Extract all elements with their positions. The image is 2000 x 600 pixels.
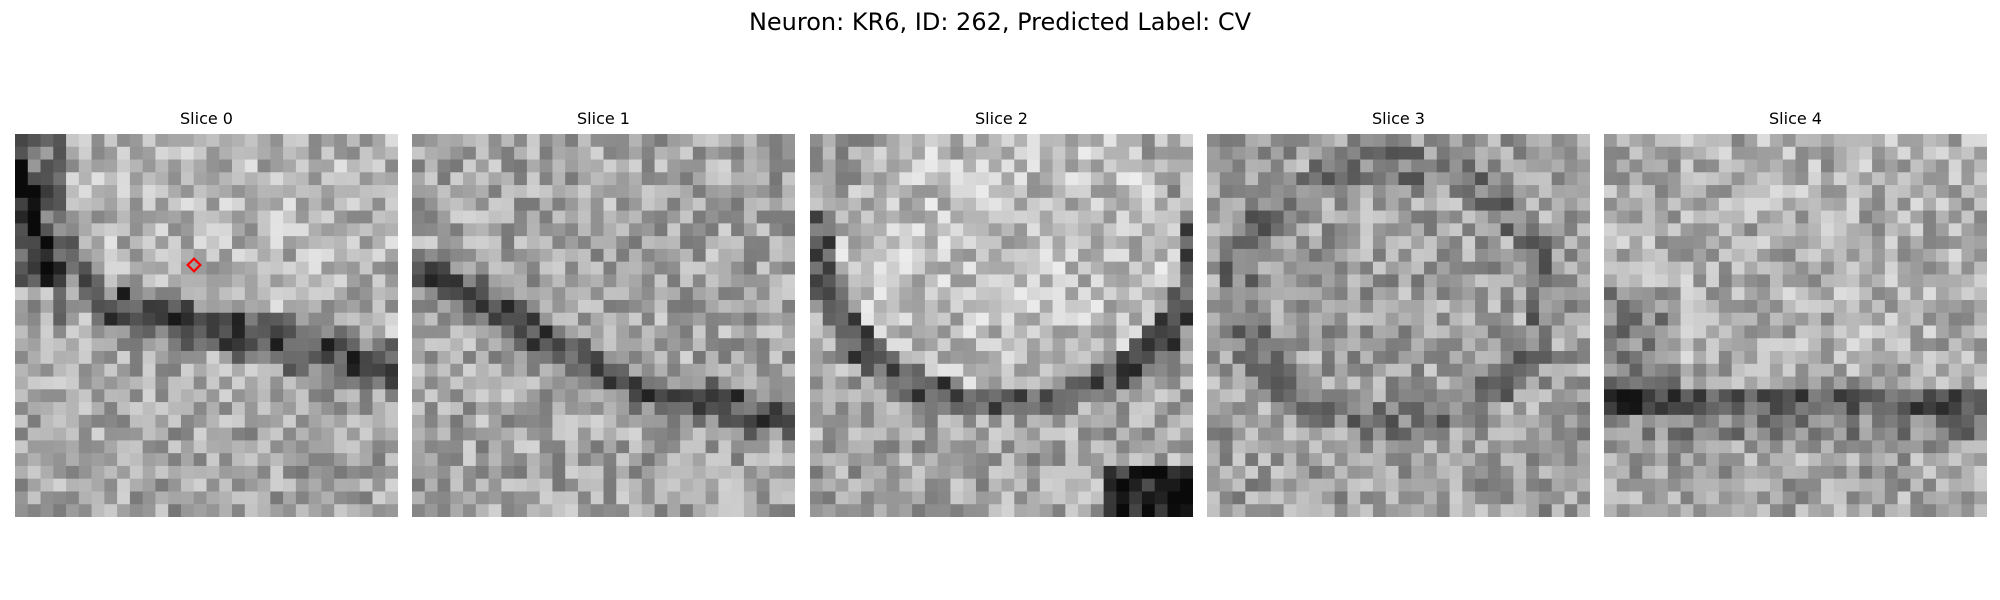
slice-image-0	[15, 134, 398, 517]
slice-title-0: Slice 0	[15, 108, 398, 130]
slice-title-2: Slice 2	[810, 108, 1193, 130]
slice-title-1: Slice 1	[412, 108, 795, 130]
slice-title-4: Slice 4	[1604, 108, 1987, 130]
slice-image-4	[1604, 134, 1987, 517]
slice-title-3: Slice 3	[1207, 108, 1590, 130]
slice-image-2	[810, 134, 1193, 517]
slice-image-3	[1207, 134, 1590, 517]
slice-image-1	[412, 134, 795, 517]
figure-title: Neuron: KR6, ID: 262, Predicted Label: C…	[0, 6, 2000, 38]
